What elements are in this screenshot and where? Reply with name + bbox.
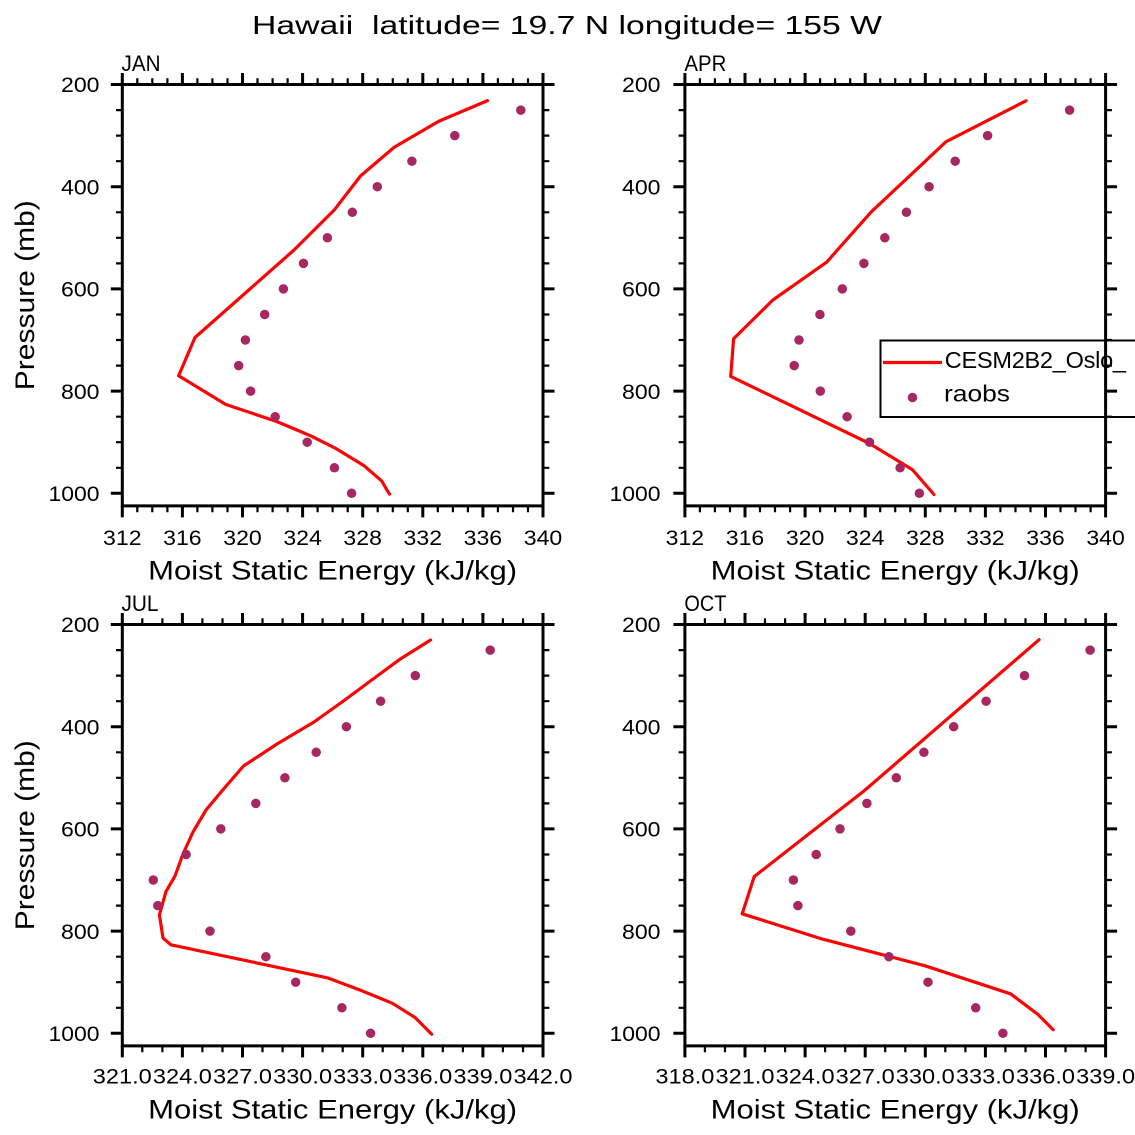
svg-text:Moist Static Energy (kJ/kg): Moist Static Energy (kJ/kg) bbox=[711, 556, 1080, 586]
svg-text:321.0: 321.0 bbox=[93, 1066, 152, 1089]
svg-text:Moist Static Energy (kJ/kg): Moist Static Energy (kJ/kg) bbox=[148, 556, 517, 586]
svg-text:312: 312 bbox=[666, 527, 705, 550]
svg-text:800: 800 bbox=[61, 921, 100, 944]
svg-text:600: 600 bbox=[622, 819, 661, 842]
svg-text:339.0: 339.0 bbox=[453, 1066, 512, 1089]
svg-text:raobs: raobs bbox=[944, 381, 1010, 407]
svg-text:316: 316 bbox=[726, 527, 765, 550]
svg-text:200: 200 bbox=[622, 614, 661, 637]
svg-text:400: 400 bbox=[622, 176, 661, 199]
svg-text:333.0: 333.0 bbox=[956, 1066, 1015, 1089]
svg-text:332: 332 bbox=[404, 527, 443, 550]
svg-text:320: 320 bbox=[223, 527, 262, 550]
svg-text:Pressure (mb): Pressure (mb) bbox=[10, 740, 40, 930]
svg-text:336: 336 bbox=[464, 527, 503, 550]
svg-text:328: 328 bbox=[906, 527, 945, 550]
svg-text:800: 800 bbox=[61, 381, 100, 404]
svg-text:800: 800 bbox=[622, 921, 661, 944]
svg-text:OCT: OCT bbox=[684, 591, 726, 616]
svg-text:CESM2B2_Oslo_: CESM2B2_Oslo_ bbox=[945, 347, 1127, 373]
svg-text:1000: 1000 bbox=[49, 1023, 100, 1046]
svg-text:324: 324 bbox=[846, 527, 885, 550]
svg-text:Hawaii latitude= 19.7 N longi: Hawaii latitude= 19.7 N longitude= 155 W bbox=[252, 10, 883, 40]
svg-text:316: 316 bbox=[163, 527, 202, 550]
svg-text:336.0: 336.0 bbox=[393, 1066, 452, 1089]
svg-text:332: 332 bbox=[966, 527, 1005, 550]
svg-text:JAN: JAN bbox=[122, 51, 161, 76]
svg-text:Moist Static Energy (kJ/kg): Moist Static Energy (kJ/kg) bbox=[148, 1095, 517, 1125]
svg-text:600: 600 bbox=[61, 819, 100, 842]
svg-text:330.0: 330.0 bbox=[273, 1066, 332, 1089]
svg-text:200: 200 bbox=[61, 614, 100, 637]
svg-text:340: 340 bbox=[524, 527, 563, 550]
svg-text:327.0: 327.0 bbox=[836, 1066, 895, 1089]
svg-text:1000: 1000 bbox=[610, 1023, 661, 1046]
svg-text:340: 340 bbox=[1086, 527, 1125, 550]
svg-text:333.0: 333.0 bbox=[333, 1066, 392, 1089]
svg-text:1000: 1000 bbox=[49, 483, 100, 506]
svg-text:312: 312 bbox=[103, 527, 142, 550]
svg-text:400: 400 bbox=[61, 716, 100, 739]
svg-text:200: 200 bbox=[622, 74, 661, 97]
svg-text:342.0: 342.0 bbox=[514, 1066, 573, 1089]
svg-text:200: 200 bbox=[61, 74, 100, 97]
svg-text:327.0: 327.0 bbox=[213, 1066, 272, 1089]
svg-text:336.0: 336.0 bbox=[1016, 1066, 1075, 1089]
svg-text:339.0: 339.0 bbox=[1076, 1066, 1135, 1089]
svg-text:321.0: 321.0 bbox=[716, 1066, 775, 1089]
svg-text:336: 336 bbox=[1026, 527, 1065, 550]
svg-text:JUL: JUL bbox=[122, 591, 159, 616]
svg-text:328: 328 bbox=[343, 527, 382, 550]
svg-text:APR: APR bbox=[684, 51, 726, 76]
svg-text:320: 320 bbox=[786, 527, 825, 550]
svg-text:1000: 1000 bbox=[610, 483, 661, 506]
svg-text:400: 400 bbox=[61, 176, 100, 199]
svg-text:324: 324 bbox=[283, 527, 322, 550]
svg-text:600: 600 bbox=[61, 279, 100, 302]
svg-text:324.0: 324.0 bbox=[153, 1066, 212, 1089]
svg-text:324.0: 324.0 bbox=[776, 1066, 835, 1089]
svg-text:600: 600 bbox=[622, 279, 661, 302]
svg-text:800: 800 bbox=[622, 381, 661, 404]
svg-text:318.0: 318.0 bbox=[655, 1066, 714, 1089]
svg-text:Pressure (mb): Pressure (mb) bbox=[10, 200, 40, 390]
svg-text:330.0: 330.0 bbox=[896, 1066, 955, 1089]
svg-text:Moist Static Energy (kJ/kg): Moist Static Energy (kJ/kg) bbox=[711, 1095, 1080, 1125]
svg-text:400: 400 bbox=[622, 716, 661, 739]
